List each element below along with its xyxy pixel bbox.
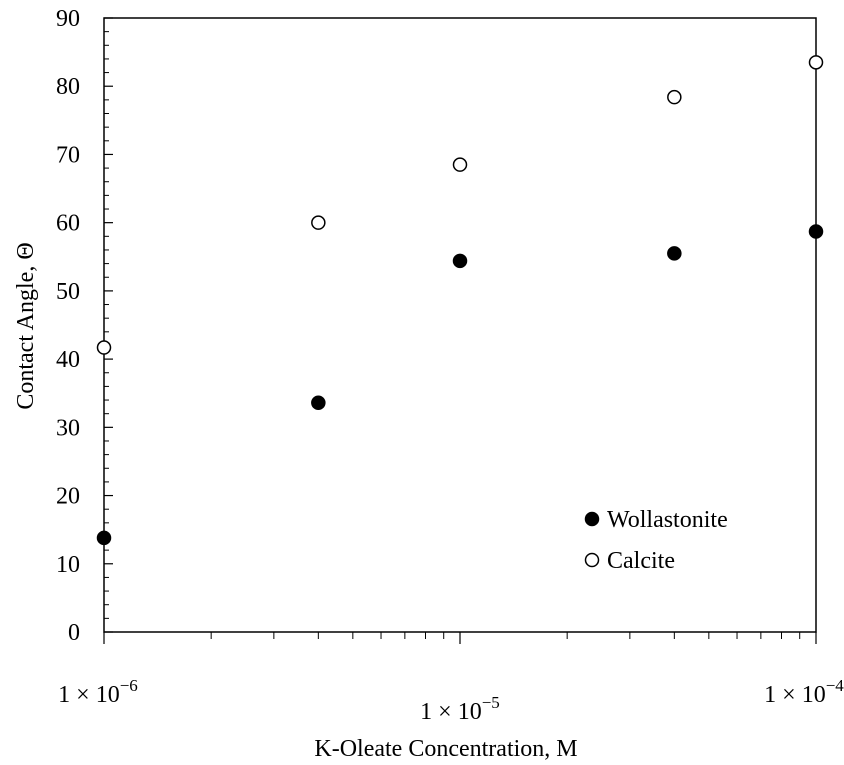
plot-frame xyxy=(103,17,817,633)
y-tick-label: 70 xyxy=(56,142,80,168)
y-tick-label: 90 xyxy=(56,6,80,32)
x-tick-label: 1 × 10−6 xyxy=(58,676,138,708)
y-ticks: 0 10 20 30 40 50 60 70 80 90 xyxy=(56,6,113,646)
x-tick-label: 1 × 10−4 xyxy=(764,676,844,708)
wollastonite-point xyxy=(808,224,824,239)
x-tick-exponent: −5 xyxy=(482,693,500,712)
wollastonite-point xyxy=(667,246,682,261)
calcite-point xyxy=(452,157,468,172)
x-ticks: 1 × 10−6 1 × 10−5 1 × 10−4 xyxy=(58,632,844,725)
y-axis-title: Contact Angle, Θ xyxy=(13,242,39,409)
wollastonite-point xyxy=(311,395,326,411)
legend-label-wollastonite: Wollastonite xyxy=(607,507,728,533)
y-tick-label: 60 xyxy=(56,211,80,237)
legend: Wollastonite Calcite xyxy=(584,507,728,574)
y-tick-label: 40 xyxy=(56,347,80,373)
wollastonite-point xyxy=(96,530,112,546)
x-tick-exponent: −6 xyxy=(120,676,138,695)
legend-marker-calcite xyxy=(584,552,600,568)
wollastonite-point xyxy=(452,253,468,269)
y-tick-label: 80 xyxy=(56,74,80,100)
calcite-point xyxy=(808,55,824,70)
y-tick-label: 0 xyxy=(68,620,80,646)
legend-label-calcite: Calcite xyxy=(607,548,675,574)
x-axis-title: K-Oleate Concentration, M xyxy=(314,736,577,762)
x-tick-label: 1 × 10−5 xyxy=(420,693,500,725)
calcite-point xyxy=(311,215,326,230)
legend-marker-wollastonite xyxy=(584,511,600,527)
y-tick-label: 20 xyxy=(56,484,80,510)
y-tick-label: 30 xyxy=(56,415,80,441)
y-tick-label: 50 xyxy=(56,279,80,305)
y-tick-label: 10 xyxy=(56,552,80,578)
axes xyxy=(103,17,817,633)
x-tick-exponent: −4 xyxy=(826,676,844,695)
data-points xyxy=(96,55,824,546)
calcite-point xyxy=(667,89,682,105)
calcite-point xyxy=(96,340,112,355)
